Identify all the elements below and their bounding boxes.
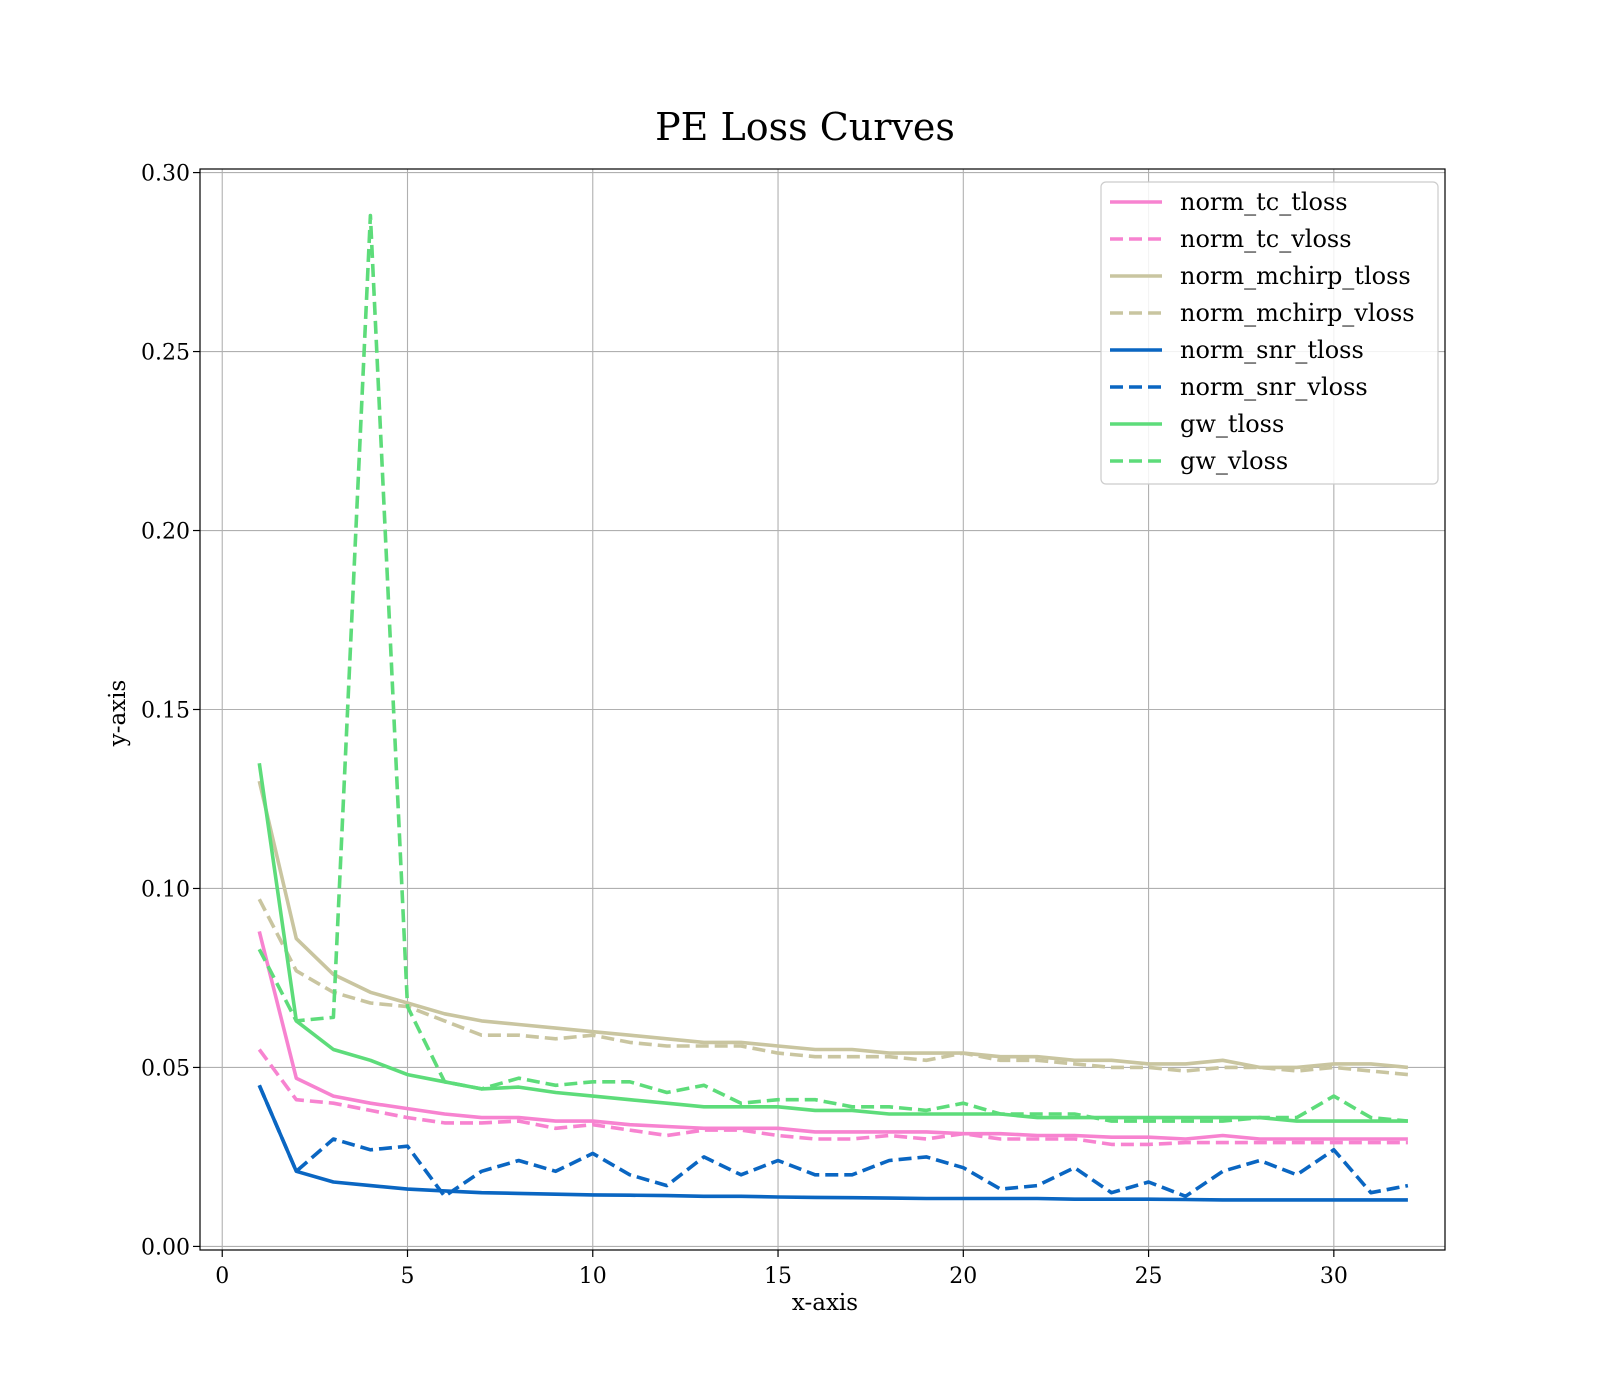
legend-label: norm_mchirp_vloss bbox=[1180, 299, 1415, 327]
legend-label: norm_mchirp_tloss bbox=[1180, 262, 1411, 290]
y-tick-label: 0.05 bbox=[141, 1056, 190, 1081]
series-line-norm-tc-tloss bbox=[257, 930, 1408, 1141]
series-line-norm-mchirp-vloss bbox=[257, 898, 1409, 1077]
x-tick-label: 20 bbox=[949, 1264, 977, 1289]
legend-label: gw_vloss bbox=[1180, 447, 1288, 475]
legend: norm_tc_tloss norm_tc_vloss norm_mchirp_tl… bbox=[1100, 181, 1439, 485]
x-tick-label: 15 bbox=[764, 1264, 792, 1289]
series-lines bbox=[257, 213, 1409, 1202]
x-tick-label: 30 bbox=[1320, 1264, 1348, 1289]
y-tick-label: 0.10 bbox=[141, 877, 190, 902]
x-tick-label: 25 bbox=[1135, 1264, 1163, 1289]
legend-box bbox=[1100, 181, 1439, 485]
y-axis-label: y-axis bbox=[105, 680, 131, 748]
x-tick-label: 10 bbox=[579, 1264, 607, 1289]
series-line-gw-tloss bbox=[257, 762, 1408, 1123]
axis-ticks: 0 5 10 15 20 25 30 0.00 0.05 0.10 0.15 0.20 0.25 0.30 bbox=[141, 162, 1348, 1289]
series-line-norm-tc-vloss bbox=[257, 1048, 1408, 1147]
legend-label: norm_tc_tloss bbox=[1180, 188, 1348, 216]
x-axis-label: x-axis bbox=[792, 1290, 858, 1316]
y-tick-label: 0.15 bbox=[141, 699, 190, 724]
series-line-gw-vloss bbox=[257, 213, 1409, 1123]
legend-label: norm_snr_tloss bbox=[1180, 336, 1364, 364]
legend-label: gw_tloss bbox=[1180, 410, 1284, 438]
y-tick-label: 0.20 bbox=[141, 520, 190, 545]
chart-title: PE Loss Curves bbox=[655, 105, 955, 149]
series-line-norm-mchirp-tloss bbox=[257, 780, 1409, 1070]
x-tick-label: 5 bbox=[401, 1264, 415, 1289]
series-line-norm-snr-vloss bbox=[257, 1084, 1409, 1199]
y-tick-label: 0.00 bbox=[141, 1235, 190, 1260]
y-tick-label: 0.30 bbox=[141, 162, 190, 187]
legend-label: norm_tc_vloss bbox=[1180, 225, 1352, 253]
x-tick-label: 0 bbox=[215, 1264, 229, 1289]
legend-label: norm_snr_vloss bbox=[1180, 373, 1368, 401]
grid bbox=[200, 169, 1445, 1250]
y-tick-label: 0.25 bbox=[141, 341, 190, 366]
